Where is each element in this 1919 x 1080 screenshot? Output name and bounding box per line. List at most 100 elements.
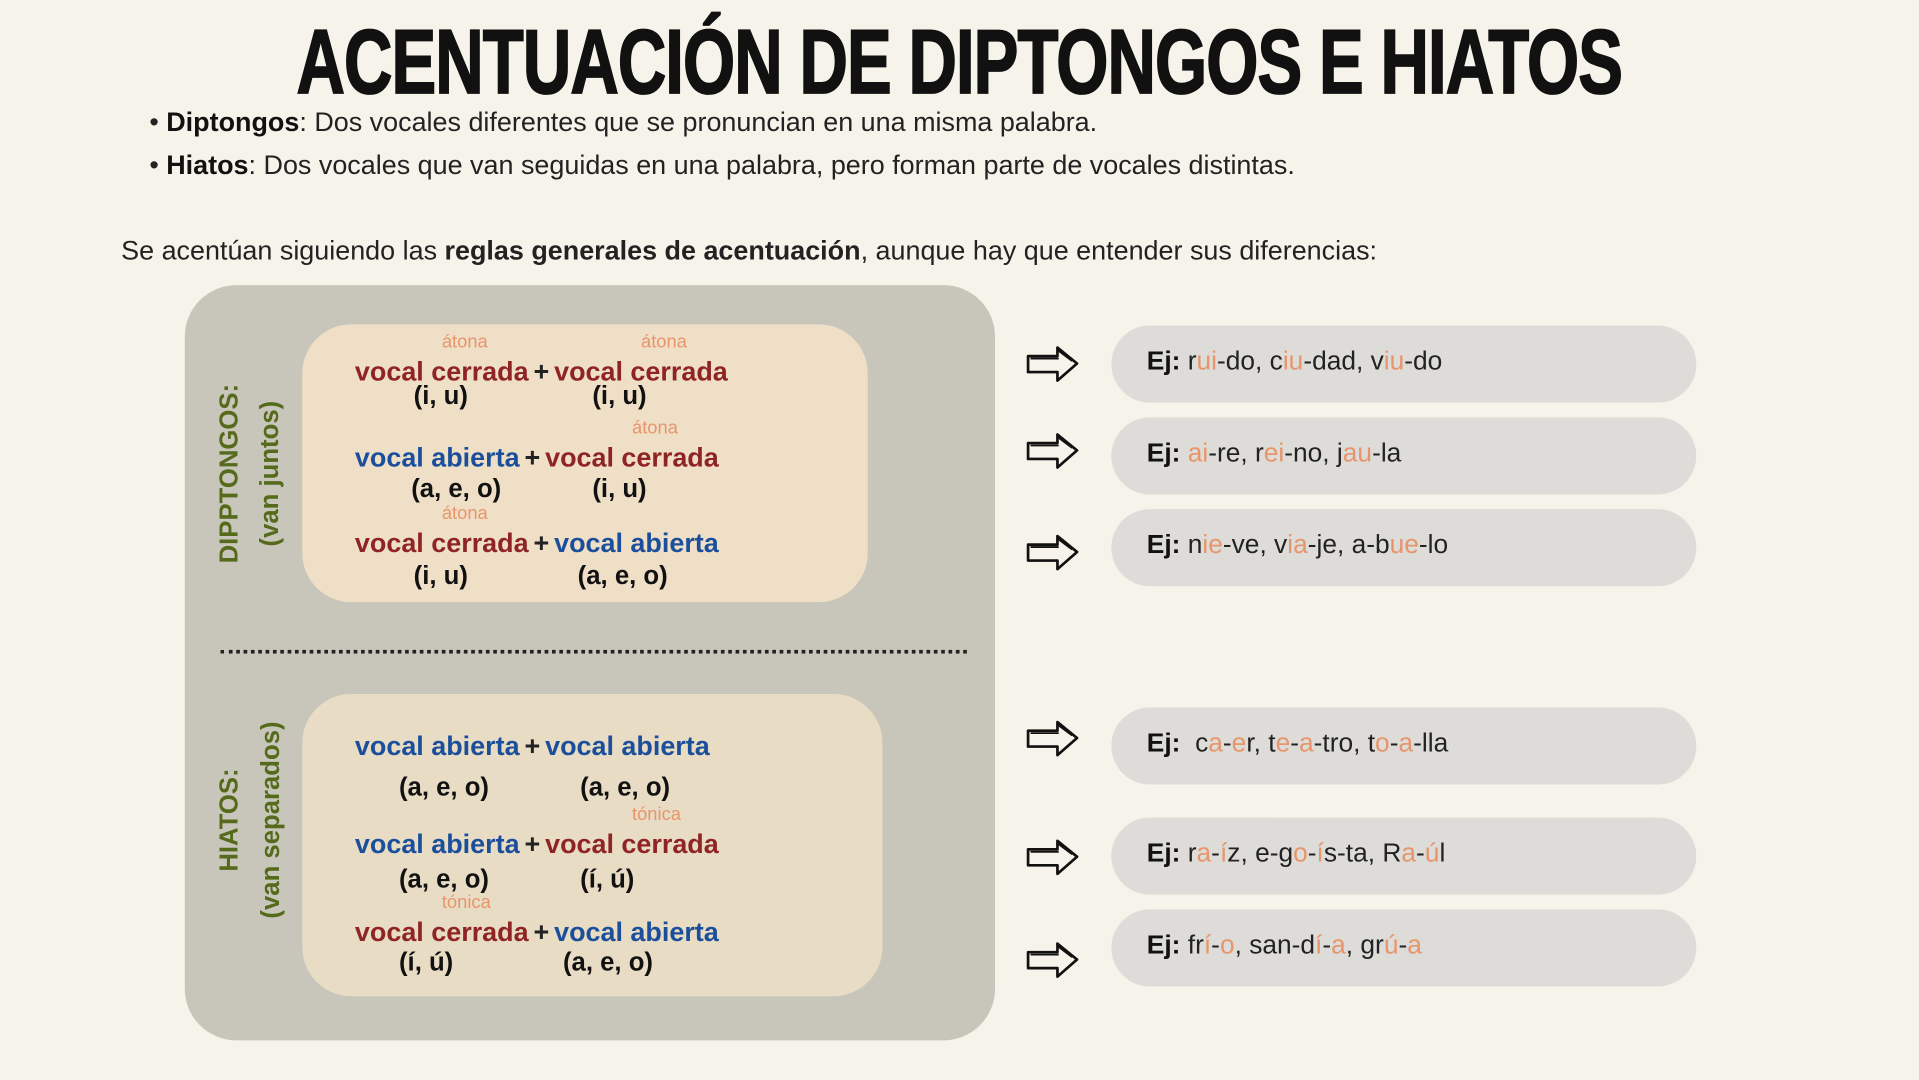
syllable-text: - bbox=[1416, 838, 1425, 868]
highlighted-vowels: iu bbox=[1282, 346, 1304, 376]
syllable-text: -do, c bbox=[1217, 346, 1283, 376]
vowel-type: vocal abierta bbox=[554, 916, 719, 948]
example-text: Ej: rui-do, ciu-dad, viu-do bbox=[1147, 346, 1442, 377]
highlighted-vowels: au bbox=[1342, 438, 1373, 468]
syllable-text: r bbox=[1187, 346, 1197, 376]
vowel-list: (í, ú) bbox=[398, 948, 454, 977]
syllable-text: -lla bbox=[1413, 728, 1449, 758]
syllable-text: -ve, v bbox=[1222, 529, 1288, 560]
syllable-text: -tro, t bbox=[1313, 728, 1376, 758]
syllable-text: -no, j bbox=[1284, 438, 1343, 468]
syllable-text: c bbox=[1187, 728, 1209, 758]
vowel-type: vocal cerrada tónica bbox=[545, 804, 719, 860]
diptongos-box bbox=[302, 324, 868, 603]
arrow-right-icon bbox=[1026, 940, 1080, 979]
page-title: ACENTUACIÓN DE DIPTONGOS E HIATOS bbox=[0, 10, 1919, 114]
title-text: ACENTUACIÓN DE DIPTONGOS E HIATOS bbox=[296, 10, 1624, 113]
syllable-text: r, t bbox=[1246, 728, 1276, 758]
example-prefix: Ej: bbox=[1146, 346, 1181, 376]
diptongos-rule: vocal abierta + vocal cerrada átona bbox=[354, 417, 719, 474]
highlighted-vowels: iu bbox=[1383, 346, 1405, 376]
plus-sign: + bbox=[524, 730, 541, 762]
highlighted-vowels: a bbox=[1407, 930, 1422, 960]
example-prefix: Ej: bbox=[1146, 838, 1181, 868]
syllable-text: -lo bbox=[1418, 529, 1449, 560]
highlighted-vowels: e bbox=[1275, 728, 1291, 758]
highlighted-vowels: í bbox=[1219, 838, 1228, 868]
syllable-text: - bbox=[1322, 930, 1332, 960]
syllable-text: -la bbox=[1372, 438, 1402, 468]
vowel-list: (a, e, o) bbox=[562, 948, 653, 977]
arrow-right-icon bbox=[1026, 431, 1080, 470]
vowel-list: (i, u) bbox=[413, 381, 468, 411]
vowel-list: (a, e, o) bbox=[411, 474, 502, 504]
highlighted-vowels: a bbox=[1398, 728, 1414, 758]
syllable-text: n bbox=[1187, 529, 1203, 560]
syllable-text: z, e-g bbox=[1227, 838, 1294, 868]
highlighted-vowels: a bbox=[1208, 728, 1223, 758]
vowel-type: vocal cerrada átona bbox=[354, 503, 529, 559]
arrow-right-icon bbox=[1026, 718, 1080, 757]
syllable-text: - bbox=[1389, 728, 1399, 758]
diptongos-rule: vocal cerrada átona + vocal cerrada átona bbox=[354, 331, 728, 388]
highlighted-vowels: ui bbox=[1196, 346, 1218, 376]
highlighted-vowels: o bbox=[1293, 838, 1308, 868]
syllable-text: -dad, v bbox=[1303, 346, 1384, 376]
example-text: Ej: ca-er, te-a-tro, to-a-lla bbox=[1147, 728, 1448, 759]
plus-sign: + bbox=[533, 527, 550, 559]
vowel-type: vocal abierta bbox=[554, 527, 719, 559]
highlighted-vowels: a bbox=[1298, 728, 1314, 758]
definition-diptongos: • Diptongos: Dos vocales diferentes que … bbox=[149, 106, 1098, 138]
hiatos-sublabel: (van separados) bbox=[257, 721, 286, 919]
hiatos-rule: vocal cerrada tónica + vocal abierta bbox=[355, 892, 719, 949]
hiatos-rule: vocal abierta + vocal cerrada tónica bbox=[355, 804, 719, 861]
syllable-text: r bbox=[1187, 838, 1197, 868]
term: Hiatos bbox=[166, 149, 249, 180]
example-text: Ej: frí-o, san-dí-a, grú-a bbox=[1147, 930, 1422, 961]
definition-text: : Dos vocales diferentes que se pronunci… bbox=[299, 106, 1098, 138]
plus-sign: + bbox=[524, 441, 541, 473]
plus-sign: + bbox=[524, 828, 541, 860]
plus-sign: + bbox=[533, 916, 550, 948]
highlighted-vowels: a bbox=[1401, 838, 1417, 868]
highlighted-vowels: a bbox=[1331, 930, 1346, 960]
example-text: Ej: nie-ve, via-je, a-bue-lo bbox=[1147, 530, 1448, 561]
syllable-text: -je, a-b bbox=[1307, 529, 1390, 560]
intro-before: Se acentúan siguiendo las bbox=[121, 234, 445, 266]
syllable-text: , gr bbox=[1345, 930, 1384, 960]
arrow-right-icon bbox=[1026, 837, 1080, 876]
highlighted-vowels: o bbox=[1219, 930, 1235, 960]
example-prefix: Ej: bbox=[1146, 930, 1181, 960]
vowel-list: (í, ú) bbox=[580, 865, 635, 894]
intro-sentence: Se acentúan siguiendo las reglas general… bbox=[121, 235, 1377, 267]
example-pill: Ej: ca-er, te-a-tro, to-a-lla bbox=[1111, 707, 1697, 785]
vowel-list: (a, e, o) bbox=[398, 865, 489, 894]
highlighted-vowels: í bbox=[1315, 930, 1323, 960]
syllable-text: , san-d bbox=[1234, 930, 1316, 960]
accent-note: tónica bbox=[631, 804, 681, 825]
syllable-text: -re, r bbox=[1208, 438, 1264, 468]
vowel-type: vocal cerrada átona bbox=[554, 331, 728, 387]
example-pill: Ej: rui-do, ciu-dad, viu-do bbox=[1111, 325, 1697, 403]
vowel-type: vocal abierta bbox=[354, 441, 520, 473]
syllable-text: - bbox=[1211, 838, 1220, 868]
example-text: Ej: ai-re, rei-no, jau-la bbox=[1147, 438, 1402, 469]
vowel-list: (i, u) bbox=[592, 381, 647, 411]
intro-after: , aunque hay que entender sus diferencia… bbox=[860, 234, 1378, 266]
term: Diptongos bbox=[166, 106, 300, 138]
vowel-type: vocal cerrada átona bbox=[354, 331, 529, 387]
arrow-right-icon bbox=[1026, 344, 1080, 383]
vowel-list: (a, e, o) bbox=[398, 773, 489, 802]
example-pill: Ej: ra-íz, e-go-ís-ta, Ra-úl bbox=[1111, 817, 1697, 895]
highlighted-vowels: ú bbox=[1424, 838, 1440, 868]
syllable-text: - bbox=[1222, 728, 1232, 758]
syllable-text: l bbox=[1439, 838, 1446, 868]
hiatos-label: HIATOS: bbox=[215, 768, 244, 872]
diptongos-rule: vocal cerrada átona + vocal abierta bbox=[354, 503, 719, 560]
syllable-text: fr bbox=[1187, 930, 1204, 960]
example-prefix: Ej: bbox=[1146, 438, 1181, 468]
syllable-text: -do bbox=[1404, 346, 1443, 376]
example-prefix: Ej: bbox=[1146, 728, 1181, 758]
example-pill: Ej: nie-ve, via-je, a-bue-lo bbox=[1111, 509, 1697, 587]
